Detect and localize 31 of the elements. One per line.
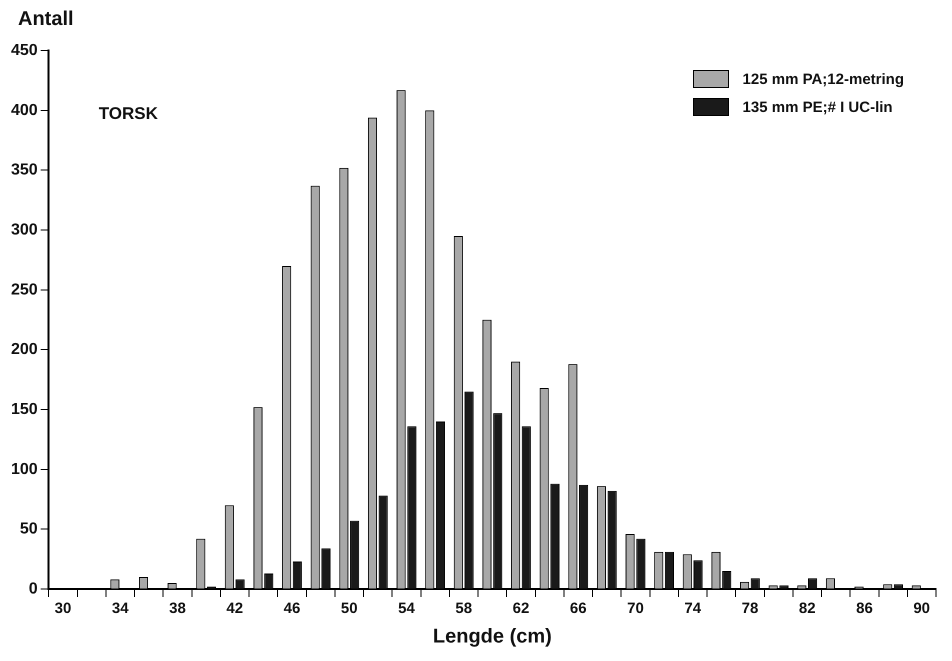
x-tick-label: 82 [798,600,816,618]
y-axis-title: Antall [18,8,74,31]
x-tick-label: 38 [169,600,186,618]
x-tick-label: 50 [340,600,358,618]
y-tick-label: 150 [10,400,38,418]
y-tick-label: 400 [10,102,38,119]
y-tick-label: 200 [10,341,38,358]
x-tick-label: 30 [54,600,72,618]
x-tick-label: 62 [512,600,530,618]
x-tick-label: 78 [742,600,758,618]
x-tick-label: 34 [112,600,130,618]
legend-label: 135 mm PE;# I UC-lin [742,98,893,116]
y-tick-label: 50 [20,520,38,538]
y-tick-label: 100 [10,460,38,478]
x-tick-label: 90 [913,600,930,618]
y-tick-label: 350 [10,162,38,179]
x-tick-label: 86 [856,600,873,618]
x-tick-label: 70 [627,600,644,618]
x-axis-title: Lengde (cm) [432,626,552,648]
annotation: TORSK [98,104,159,123]
y-tick-label: 300 [10,221,38,238]
x-tick-label: 74 [684,600,702,618]
x-tick-label: 42 [226,600,244,618]
y-tick-label: 0 [28,580,38,598]
y-tick-label: 250 [10,281,38,298]
y-tick-label: 450 [10,42,38,60]
x-tick-label: 54 [398,600,416,618]
x-tick-label: 58 [455,600,472,618]
x-tick-label: 46 [284,600,300,618]
x-tick-label: 66 [570,600,587,618]
legend-label: 125 mm PA;12-metring [742,70,904,88]
